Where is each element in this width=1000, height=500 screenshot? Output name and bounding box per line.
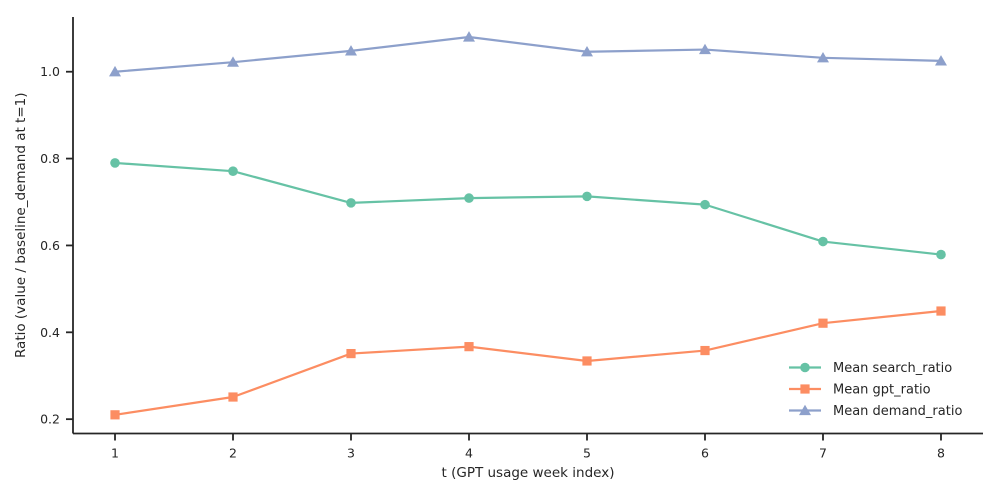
x-tick-label: 3 [347,446,355,461]
legend-marker-mean-search-ratio [800,362,810,373]
y-axis-label: Ratio (value / baseline_demand at t=1) [13,92,29,358]
legend-label-mean-demand-ratio: Mean demand_ratio [833,404,962,419]
legend-label-mean-search-ratio: Mean search_ratio [833,361,952,376]
series-marker-mean-search-ratio [228,166,238,176]
x-tick-label: 1 [111,446,119,461]
series-line-mean-demand-ratio [113,35,943,73]
series-marker-mean-gpt-ratio [818,318,828,328]
series-marker-mean-search-ratio [700,199,710,210]
series-marker-mean-search-ratio [464,193,474,203]
series-marker-mean-search-ratio [936,249,946,260]
series-marker-mean-demand-ratio [816,52,829,63]
x-axis-label: t (GPT usage week index) [442,465,615,481]
legend-marker-mean-demand-ratio [799,404,811,416]
x-tick-label: 7 [819,446,827,461]
y-tick-label: 0.6 [40,238,60,253]
series-marker-mean-search-ratio [582,191,592,202]
x-tick-label: 2 [229,446,237,461]
series-marker-mean-demand-ratio [580,45,593,57]
series-marker-mean-gpt-ratio [346,348,356,359]
series-marker-mean-gpt-ratio [228,392,238,402]
series-marker-mean-demand-ratio [463,31,476,42]
series-line-mean-gpt-ratio [113,309,943,416]
series-marker-mean-gpt-ratio [464,342,474,352]
y-tick-label: 0.8 [40,151,60,166]
series-marker-mean-demand-ratio [698,43,711,55]
legend-marker-mean-gpt-ratio [800,384,810,394]
legend-label-mean-gpt-ratio: Mean gpt_ratio [833,383,931,398]
series-marker-mean-demand-ratio [934,55,947,66]
series-marker-mean-demand-ratio [109,65,122,77]
series-marker-mean-gpt-ratio [110,410,120,420]
series-marker-mean-gpt-ratio [936,306,946,316]
series-marker-mean-search-ratio [818,236,828,247]
y-tick-label: 0.4 [40,325,60,340]
series-marker-mean-demand-ratio [227,56,240,67]
series-marker-mean-search-ratio [110,158,120,168]
y-tick-label: 1.0 [40,64,60,79]
series-marker-mean-gpt-ratio [700,345,710,356]
x-tick-label: 8 [937,446,945,461]
series-line-mean-search-ratio [113,161,943,256]
series-marker-mean-search-ratio [346,198,356,208]
x-tick-label: 6 [701,446,709,461]
y-tick-label: 0.2 [40,412,60,427]
series-marker-mean-gpt-ratio [582,356,592,366]
x-tick-label: 5 [583,446,591,461]
series-marker-mean-demand-ratio [345,45,358,56]
x-tick-label: 4 [465,446,473,461]
